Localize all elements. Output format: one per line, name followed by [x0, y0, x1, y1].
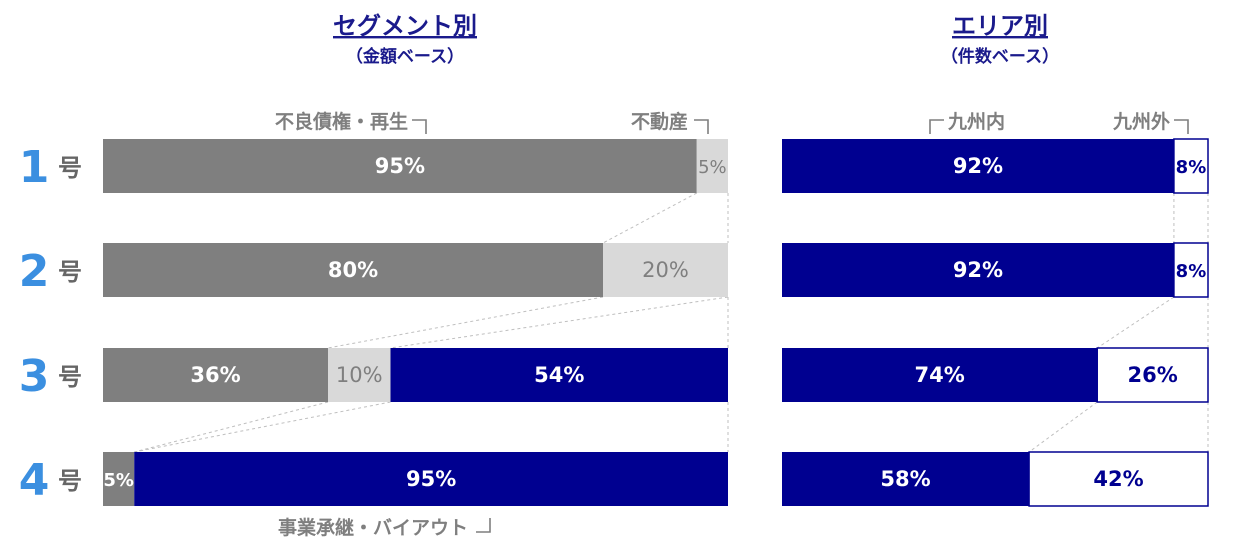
connector-c1-b1-r3 — [134, 401, 329, 453]
legend-label-jigyou-shoukei: 事業承継・バイアウト — [278, 516, 468, 539]
connector-c2-b1-r3 — [1028, 401, 1098, 453]
segment-chart-title: セグメント別 — [333, 12, 477, 40]
data-label-c1-row2-s2: 20% — [642, 258, 689, 282]
data-label-c2-row3-s2: 26% — [1127, 363, 1177, 387]
legend-bracket-kyushu-gai — [1174, 119, 1189, 134]
bar-c2-row4-s1 — [782, 452, 1030, 506]
bar-c1-row3-s2 — [328, 348, 391, 402]
bar-c2-row1-s2 — [1173, 138, 1209, 194]
data-label-c2-row4-s2: 42% — [1093, 467, 1143, 491]
data-label-c1-row3-s1: 36% — [190, 363, 240, 387]
data-label-c2-row2-s2: 8% — [1176, 261, 1207, 282]
legend-label-fudousan: 不動産 — [631, 110, 688, 133]
row-suffix-3: 号 — [58, 363, 82, 391]
row-number-2: 2 — [19, 246, 50, 297]
bar-c1-row2-s1 — [103, 243, 603, 297]
bar-c2-row4-s2 — [1028, 451, 1209, 507]
data-label-c1-row3-s2: 10% — [336, 363, 383, 387]
connector-c1-b2-r3 — [134, 401, 391, 453]
bar-c1-row4-s3 — [134, 452, 728, 506]
bar-c1-row3-s3 — [390, 348, 728, 402]
area-chart-subtitle: （件数ベース） — [941, 46, 1059, 67]
bar-c1-row1-s2 — [696, 139, 728, 193]
bar-c2-row2-s1 — [782, 243, 1174, 297]
bar-c2-row3-s2 — [1096, 347, 1209, 403]
segment-chart-subtitle: （金額ベース） — [346, 46, 464, 67]
legend-label-kyushu-nai: 九州内 — [947, 110, 1005, 133]
row-number-1: 1 — [19, 142, 50, 193]
connector-c1-b1-r1 — [602, 192, 697, 244]
data-label-c1-row1-s2: 5% — [698, 157, 727, 178]
legend-bracket-jigyou-shoukei — [476, 518, 491, 533]
connector-lines — [134, 192, 1209, 453]
bar-c1-row3-s1 — [103, 348, 328, 402]
row-number-3: 3 — [19, 351, 50, 402]
row-suffix-4: 号 — [58, 467, 82, 495]
data-label-c1-row1-s1: 95% — [375, 154, 425, 178]
data-label-c1-row4-s1: 5% — [103, 470, 134, 491]
area-chart-title: エリア別 — [952, 12, 1048, 40]
connector-c2-b1-r2 — [1096, 296, 1175, 349]
row-suffix-2: 号 — [58, 258, 82, 286]
data-label-c2-row2-s1: 92% — [953, 258, 1003, 282]
bar-c2-row1-s1 — [782, 139, 1174, 193]
row-suffix-1: 号 — [58, 154, 82, 182]
data-label-c2-row1-s2: 8% — [1176, 157, 1207, 178]
bar-c2-row3-s1 — [782, 348, 1098, 402]
connector-c1-b2-r2 — [390, 296, 729, 349]
legend-label-fuyou-saiken: 不良債権・再生 — [275, 110, 408, 133]
bar-c2-row2-s2 — [1173, 242, 1209, 298]
data-label-c1-row3-s3: 54% — [534, 363, 584, 387]
data-label-c2-row1-s1: 92% — [953, 154, 1003, 178]
legend-bracket-fudousan — [694, 119, 709, 134]
data-label-c2-row3-s1: 74% — [914, 363, 964, 387]
bars-layer: 95% 5% 80% 20% 36% 10% 54% 5% 95% 92% 8% 92% 8% 74% 26… — [103, 138, 1209, 507]
legend-label-kyushu-gai: 九州外 — [1112, 110, 1170, 133]
bar-c1-row4-s1 — [103, 452, 135, 506]
data-label-c1-row4-s3: 95% — [406, 467, 456, 491]
data-label-c2-row4-s1: 58% — [880, 467, 930, 491]
bar-c1-row1-s1 — [103, 139, 697, 193]
row-labels-layer: 1 号2 号3 号4 号 — [19, 142, 82, 506]
data-label-c1-row2-s1: 80% — [328, 258, 378, 282]
bar-c1-row2-s2 — [603, 243, 728, 297]
connector-c1-b1-r2 — [327, 296, 604, 349]
legend-bracket-kyushu-nai — [929, 119, 944, 134]
legend-bracket-fuyou-saiken — [412, 119, 427, 134]
row-number-4: 4 — [19, 455, 50, 506]
